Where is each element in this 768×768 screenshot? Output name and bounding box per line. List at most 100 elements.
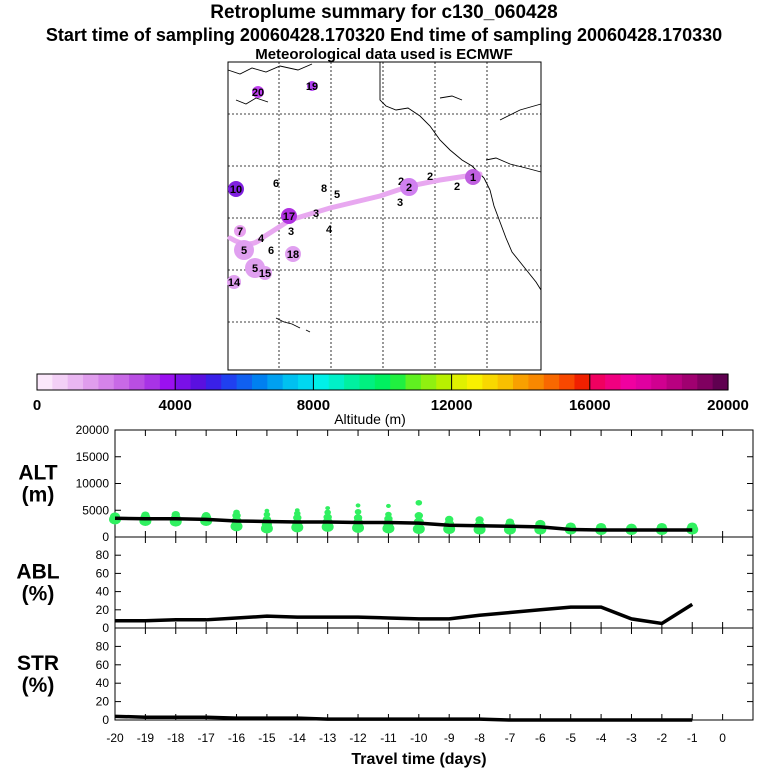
y-tick-label: 5000 <box>82 503 109 517</box>
y-tick-label: 10000 <box>76 477 110 491</box>
map-age-label: 6 <box>273 178 279 190</box>
colorbar: 0 4000 8000 12000 16000 20000 Altitude (m) <box>33 373 749 427</box>
map-plume-blob <box>400 178 418 196</box>
colorbar-swatch <box>267 374 284 390</box>
colorbar-swatch <box>344 374 361 390</box>
x-tick-label: -8 <box>474 731 485 745</box>
colorbar-tick-label: 8000 <box>297 397 330 414</box>
panel-frame <box>114 536 754 629</box>
colorbar-swatch <box>651 374 668 390</box>
colorbar-swatch <box>236 374 253 390</box>
particle-cluster-point <box>294 508 300 513</box>
particle-cluster-point <box>355 503 361 508</box>
y-axis-label-line: (m) <box>22 484 55 507</box>
x-tick-label: -7 <box>505 731 516 745</box>
map-age-label: 15 <box>259 268 271 280</box>
x-tick-label: -11 <box>380 731 397 745</box>
colorbar-swatch <box>159 374 176 390</box>
colorbar-swatch <box>129 374 146 390</box>
x-tick-label: -16 <box>228 731 246 745</box>
map-age-label: 2 <box>454 181 460 193</box>
x-tick-label: -12 <box>349 731 367 745</box>
colorbar-swatch <box>420 374 437 390</box>
map-age-label: 3 <box>397 197 403 209</box>
map-plume-blob <box>258 266 272 280</box>
coastlines <box>227 62 542 333</box>
colorbar-swatch <box>221 374 238 390</box>
map-age-label: 17 <box>283 211 295 223</box>
y-tick-label: 80 <box>96 548 110 562</box>
colorbar-swatch <box>359 374 376 390</box>
colorbar-swatch <box>98 374 115 390</box>
y-axis-label: STR (%) <box>17 652 59 697</box>
x-tick-label: -4 <box>596 731 607 745</box>
map-age-label: 5 <box>252 263 258 275</box>
particle-cluster-point <box>414 512 424 520</box>
map-plume-blob <box>228 181 244 197</box>
y-tick-label: 20000 <box>76 423 110 437</box>
map-age-label: 2 <box>427 171 433 183</box>
colorbar-swatch <box>681 374 698 390</box>
colorbar-swatch <box>113 374 130 390</box>
map-age-label: 6 <box>268 245 274 257</box>
map-age-label: 8 <box>321 183 327 195</box>
panel-frame <box>114 627 754 721</box>
particle-cluster-point <box>264 508 270 513</box>
x-tick-label: -10 <box>410 731 428 745</box>
y-axis-label: ABL (%) <box>16 561 59 606</box>
colorbar-swatch <box>52 374 69 390</box>
chart-title: Retroplume summary for c130_060428 <box>210 2 558 23</box>
map-plume-blob <box>285 246 301 262</box>
str-fraction-line <box>114 714 693 722</box>
x-tick-label: -13 <box>319 731 337 745</box>
particle-cluster-point <box>325 506 331 511</box>
y-tick-label: 20 <box>96 695 110 709</box>
y-axis-label-line: ABL <box>16 561 59 584</box>
colorbar-swatch <box>620 374 637 390</box>
particle-cluster-point <box>385 511 392 518</box>
x-axis-label: Travel time (days) <box>351 751 486 768</box>
x-tick-label: 0 <box>719 731 726 745</box>
colorbar-swatch <box>574 374 591 390</box>
colorbar-swatch <box>144 374 161 390</box>
colorbar-swatch <box>328 374 345 390</box>
x-tick-label: -2 <box>657 731 668 745</box>
colorbar-swatch <box>466 374 483 390</box>
colorbar-swatch <box>589 374 606 390</box>
colorbar-swatch <box>436 374 453 390</box>
abl-fraction-line <box>115 602 694 626</box>
particle-cluster-point <box>505 518 515 526</box>
y-axis-label-line: (%) <box>22 674 55 697</box>
x-tick-label: -19 <box>137 731 155 745</box>
colorbar-swatch <box>298 374 314 390</box>
y-tick-label: 60 <box>96 658 110 672</box>
map-age-label: 7 <box>237 226 243 238</box>
colorbar-swatch <box>282 374 299 390</box>
particle-cluster-point <box>323 513 332 521</box>
map-age-label: 4 <box>326 224 333 236</box>
map-plume-blob <box>465 169 481 185</box>
colorbar-swatch <box>37 374 53 390</box>
y-axis-label-line: (%) <box>22 583 55 606</box>
colorbar-swatch <box>482 374 499 390</box>
colorbar-swatch <box>666 374 683 390</box>
map-plume-blob <box>252 86 264 98</box>
y-tick-label: 0 <box>102 713 109 727</box>
colorbar-swatch <box>528 374 545 390</box>
map-frame <box>227 61 542 371</box>
map-gridlines <box>228 62 541 370</box>
particle-cluster-point <box>353 514 363 522</box>
x-tick-label: -20 <box>106 731 124 745</box>
colorbar-label: Altitude (m) <box>334 411 406 427</box>
colorbar-swatch <box>712 374 729 390</box>
colorbar-swatch <box>605 374 622 390</box>
map-age-label: 5 <box>241 245 247 257</box>
x-tick-label: -14 <box>289 731 307 745</box>
map-plume-blob <box>227 275 241 289</box>
map-plume-blob <box>234 240 254 260</box>
map-age-label: 3 <box>288 226 294 238</box>
